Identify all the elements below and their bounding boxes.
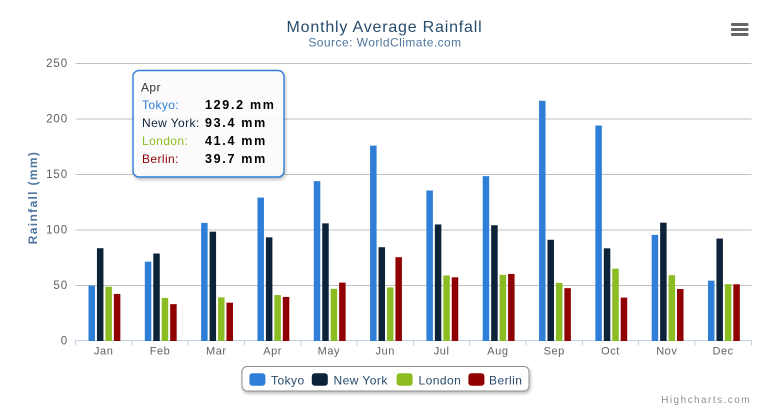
svg-text:Rainfall (mm): Rainfall (mm) xyxy=(26,151,40,245)
svg-text:Tokyo: Tokyo xyxy=(271,373,305,387)
svg-text:Monthly Average Rainfall: Monthly Average Rainfall xyxy=(287,19,483,36)
svg-text:Apr: Apr xyxy=(263,346,282,358)
svg-text:Mar: Mar xyxy=(206,346,227,358)
svg-text:41.4 mm: 41.4 mm xyxy=(205,134,267,148)
svg-text:London:: London: xyxy=(142,134,188,148)
svg-text:Berlin:: Berlin: xyxy=(142,152,179,166)
svg-text:129.2 mm: 129.2 mm xyxy=(205,98,276,112)
svg-text:Berlin: Berlin xyxy=(489,373,522,387)
svg-text:250: 250 xyxy=(46,58,68,70)
svg-text:200: 200 xyxy=(46,114,68,126)
svg-text:Apr: Apr xyxy=(141,81,161,95)
svg-text:39.7 mm: 39.7 mm xyxy=(205,152,267,166)
svg-text:Source: WorldClimate.com: Source: WorldClimate.com xyxy=(308,36,461,50)
svg-text:Jul: Jul xyxy=(434,346,450,358)
svg-text:150: 150 xyxy=(46,169,68,181)
svg-text:Jan: Jan xyxy=(94,346,113,358)
svg-text:93.4 mm: 93.4 mm xyxy=(205,116,267,130)
svg-text:100: 100 xyxy=(46,225,68,237)
svg-text:Nov: Nov xyxy=(656,346,677,358)
svg-text:50: 50 xyxy=(53,280,68,292)
svg-text:New York:: New York: xyxy=(142,116,200,130)
svg-text:May: May xyxy=(318,346,340,358)
svg-text:0: 0 xyxy=(61,336,68,348)
svg-text:Sep: Sep xyxy=(544,346,565,358)
svg-text:London: London xyxy=(419,373,462,387)
svg-text:Oct: Oct xyxy=(601,346,620,358)
svg-text:Highcharts.com: Highcharts.com xyxy=(661,395,751,406)
svg-text:Aug: Aug xyxy=(487,346,508,358)
svg-text:Dec: Dec xyxy=(712,346,733,358)
svg-text:Feb: Feb xyxy=(150,346,171,358)
svg-text:New York: New York xyxy=(334,373,389,387)
svg-text:Jun: Jun xyxy=(376,346,395,358)
svg-text:Tokyo:: Tokyo: xyxy=(142,98,179,112)
